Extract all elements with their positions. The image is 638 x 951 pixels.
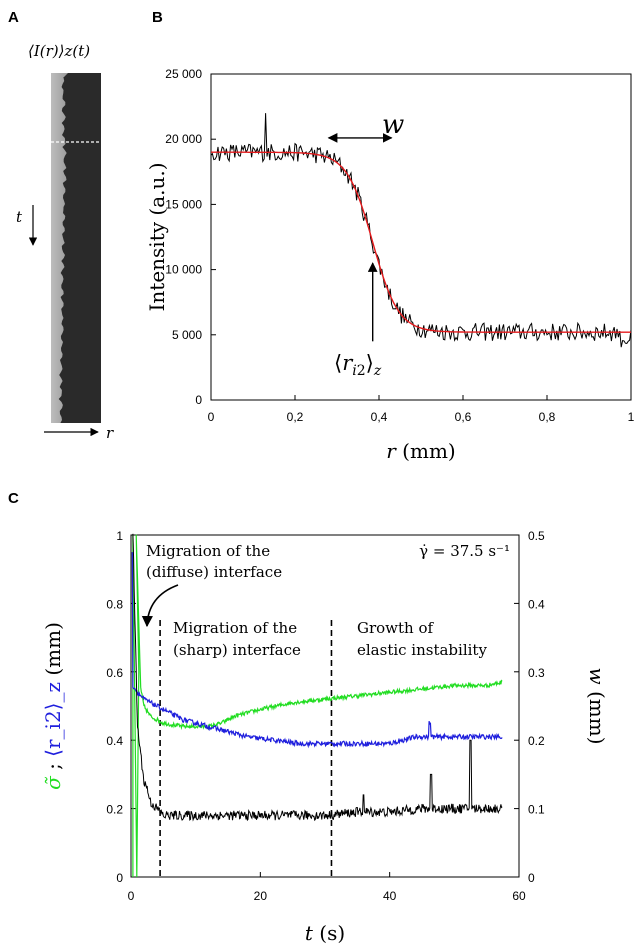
sigma-series-line bbox=[132, 534, 503, 878]
panel-c-left-tick-label: 0.4 bbox=[106, 734, 123, 748]
panel-b-y-tick-label: 15 000 bbox=[165, 197, 202, 211]
panel-c-right-tick-label: 0.4 bbox=[528, 597, 545, 611]
panel-c-letter: C bbox=[8, 490, 19, 507]
panel-b-plot-frame bbox=[210, 73, 632, 401]
panel-b-y-tick-label: 0 bbox=[195, 393, 202, 407]
diffuse-annotation-line1: Migration of the bbox=[146, 542, 270, 560]
panel-b-x-tick-label: 1 bbox=[628, 410, 635, 424]
width-label: w bbox=[382, 110, 404, 140]
panel-c-left-tick-label: 0 bbox=[116, 871, 123, 885]
panel-c-right-tick-label: 0.5 bbox=[528, 529, 545, 543]
panel-a: A ⟨I(r)⟩z(t) t r bbox=[8, 9, 114, 442]
panel-b-x-tick-label: 0,2 bbox=[287, 410, 304, 424]
panel-b-y-axis-label: Intensity (a.u.) bbox=[145, 162, 169, 311]
panel-c-left-tick-label: 0.8 bbox=[106, 597, 123, 611]
kymograph-dark-region bbox=[58, 73, 101, 423]
panel-c-plot-frame bbox=[130, 534, 520, 878]
sigma-label: σ̃ bbox=[41, 775, 65, 790]
left-unit-label: (mm) bbox=[41, 622, 65, 682]
panel-c-x-tick-label: 0 bbox=[128, 889, 135, 903]
panel-b-raw-data-line bbox=[210, 113, 632, 348]
panel-c-x-axis-label: t (s) bbox=[305, 921, 345, 945]
panel-c-right-tick-label: 0.1 bbox=[528, 803, 545, 817]
time-axis-label: t bbox=[16, 208, 23, 226]
panel-b-y-tick-label: 20 000 bbox=[165, 132, 202, 146]
width-series-line bbox=[132, 533, 503, 822]
panel-c-x-tick-label: 20 bbox=[254, 889, 268, 903]
panel-c-left-tick-label: 0.6 bbox=[106, 666, 123, 680]
panel-b-x-tick-label: 0,4 bbox=[371, 410, 388, 424]
shear-rate-label: γ̇ = 37.5 s⁻¹ bbox=[419, 542, 510, 560]
interface-position-label: ⟨ri2⟩z bbox=[334, 351, 382, 379]
panel-b-y-tick-label: 5 000 bbox=[172, 328, 202, 342]
panel-c-left-axis-label: σ̃ ; ⟨r_i2⟩_z (mm) bbox=[41, 622, 65, 790]
panel-c-region-separators bbox=[159, 620, 333, 877]
interface-position-series-line bbox=[131, 552, 503, 749]
panel-a-title: ⟨I(r)⟩z(t) bbox=[28, 42, 90, 60]
panel-b-letter: B bbox=[152, 9, 163, 26]
sharp-annotation-line2: (sharp) interface bbox=[173, 641, 301, 659]
panel-a-letter: A bbox=[8, 9, 19, 26]
panel-c-right-tick-label: 0.3 bbox=[528, 666, 545, 680]
diffuse-annotation-arrow bbox=[141, 584, 179, 628]
panel-b-fit-line bbox=[211, 151, 631, 333]
panel-c-right-tick-label: 0 bbox=[528, 871, 535, 885]
panel-c-x-tick-label: 40 bbox=[383, 889, 397, 903]
growth-annotation-line2: elastic instability bbox=[357, 641, 487, 659]
panel-c-right-axis-label: w (mm) bbox=[585, 667, 609, 744]
panel-b-x-axis-label: r (mm) bbox=[386, 439, 455, 463]
panel-b-x-tick-label: 0,8 bbox=[539, 410, 556, 424]
panel-c-right-tick-label: 0.2 bbox=[528, 734, 545, 748]
sharp-annotation-line1: Migration of the bbox=[173, 619, 297, 637]
panel-c-left-tick-label: 1 bbox=[116, 529, 123, 543]
panel-b-x-tick-label: 0,6 bbox=[455, 410, 472, 424]
panel-b-y-tick-label: 10 000 bbox=[165, 263, 202, 277]
panel-c: C 0 20 40 6000.20.40.60.8100.10.20.30.40.5 … bbox=[8, 490, 609, 945]
radius-axis-label: r bbox=[106, 424, 114, 442]
panel-c-x-tick-label: 60 bbox=[512, 889, 526, 903]
diffuse-annotation-line2: (diffuse) interface bbox=[146, 563, 282, 581]
panel-b-y-tick-label: 25 000 bbox=[165, 67, 202, 81]
label-separator: ; bbox=[41, 757, 65, 776]
interface-label: ⟨r_i2⟩_z bbox=[41, 682, 65, 757]
panel-b-x-tick-label: 0 bbox=[208, 410, 215, 424]
panel-c-left-tick-label: 0.2 bbox=[106, 803, 123, 817]
growth-annotation-line1: Growth of bbox=[357, 619, 435, 637]
